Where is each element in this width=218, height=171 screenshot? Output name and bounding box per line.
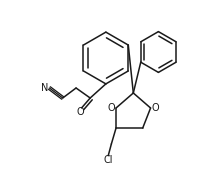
Text: O: O [108, 103, 116, 113]
Text: N: N [41, 83, 49, 93]
Text: O: O [151, 103, 159, 113]
Text: Cl: Cl [104, 155, 113, 165]
Text: O: O [77, 107, 85, 117]
